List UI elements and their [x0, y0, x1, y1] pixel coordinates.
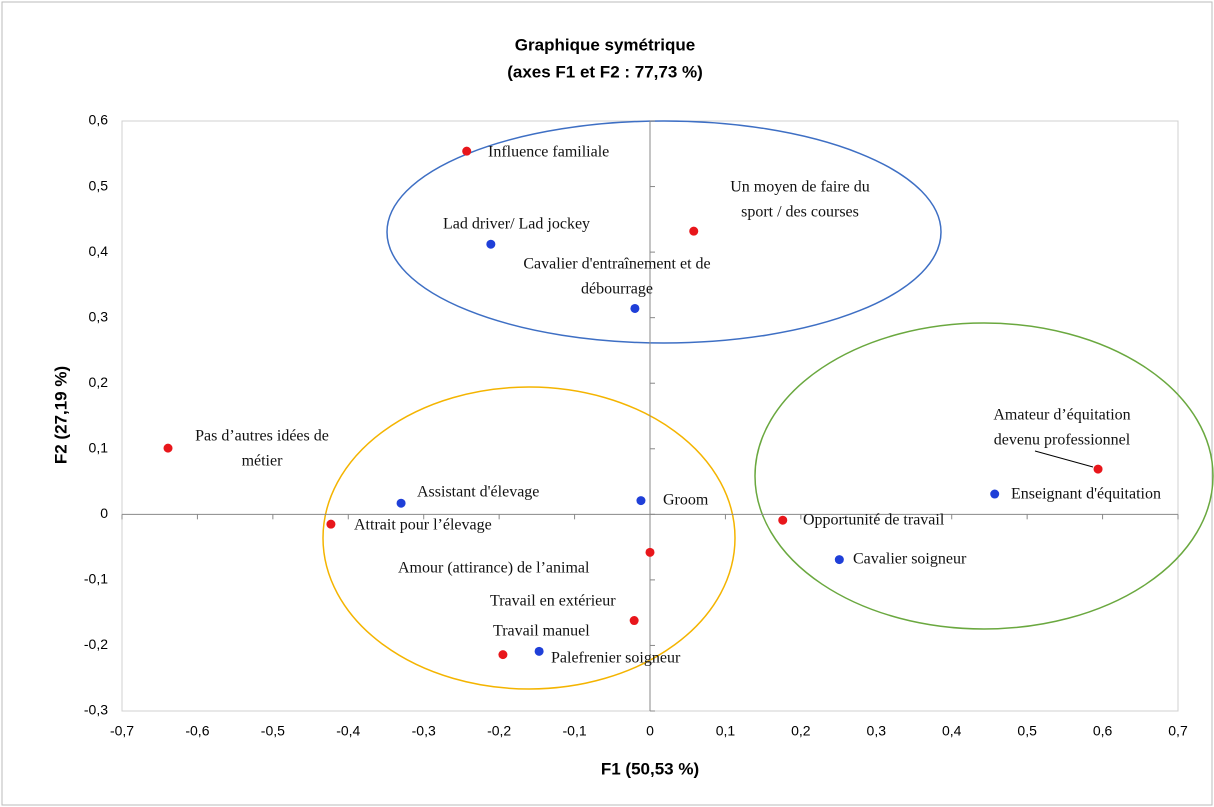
point	[498, 650, 508, 660]
point	[486, 239, 496, 249]
point-label: Un moyen de faire du	[730, 179, 870, 196]
point-label: Lad driver/ Lad jockey	[443, 216, 590, 233]
y-tick-label: 0,1	[89, 439, 109, 455]
point	[636, 496, 646, 506]
point-label: Cavalier d'entraînement et de	[523, 256, 710, 273]
x-tick-label: 0,3	[867, 723, 887, 739]
y-tick-label: 0,2	[89, 374, 109, 390]
point-label: Cavalier soigneur	[853, 551, 967, 568]
point	[629, 616, 639, 626]
x-tick-label: -0,7	[110, 723, 134, 739]
x-tick-label: 0,7	[1168, 723, 1188, 739]
point-label: Opportunité de travail	[803, 512, 945, 529]
point-label: métier	[242, 453, 284, 470]
chart-title: Graphique symétrique	[515, 35, 695, 54]
point-label: Travail en extérieur	[490, 593, 616, 610]
point-label: Travail manuel	[493, 623, 590, 640]
y-tick-label: 0	[100, 505, 108, 521]
cluster-ellipse	[754, 322, 1214, 630]
x-tick-label: -0,6	[185, 723, 209, 739]
y-tick-label: 0,5	[89, 177, 109, 193]
x-tick-label: 0,2	[791, 723, 811, 739]
point-label: Palefrenier soigneur	[551, 650, 681, 667]
point	[534, 646, 544, 656]
chart-subtitle: (axes F1 et F2 : 77,73 %)	[507, 62, 703, 81]
point	[645, 547, 655, 557]
point-label: Groom	[663, 492, 709, 509]
point-label: Attrait pour l’élevage	[354, 517, 492, 534]
cluster-ellipse	[322, 386, 736, 690]
x-tick-label: 0,1	[716, 723, 736, 739]
x-tick-label: -0,5	[261, 723, 285, 739]
point-label: devenu professionnel	[994, 432, 1131, 449]
point-label: Amateur d’équitation	[993, 407, 1130, 424]
x-tick-label: -0,2	[487, 723, 511, 739]
point	[778, 515, 788, 525]
x-tick-label: -0,4	[336, 723, 360, 739]
x-tick-label: 0,6	[1093, 723, 1113, 739]
point-label: débourrage	[581, 281, 653, 298]
y-tick-label: 0,3	[89, 308, 109, 324]
point-label: sport / des courses	[741, 204, 859, 221]
point	[689, 226, 699, 236]
point-label: Assistant d'élevage	[417, 484, 539, 501]
point	[630, 303, 640, 313]
point-label: Enseignant d'équitation	[1011, 486, 1161, 503]
x-tick-label: 0,4	[942, 723, 962, 739]
cluster-ellipse	[386, 120, 942, 344]
point	[396, 498, 406, 508]
point	[326, 519, 336, 529]
point	[163, 443, 173, 453]
y-tick-label: -0,3	[84, 702, 108, 718]
y-axis-label: F2 (27,19 %)	[51, 366, 70, 464]
point-label: Influence familiale	[488, 144, 609, 161]
x-tick-label: -0,1	[563, 723, 587, 739]
point	[990, 489, 1000, 499]
y-tick-label: -0,1	[84, 571, 108, 587]
x-tick-label: -0,3	[412, 723, 436, 739]
point-label: Amour (attirance) de l’animal	[398, 560, 590, 577]
x-axis-label: F1 (50,53 %)	[601, 759, 699, 778]
point	[462, 146, 472, 156]
y-tick-label: 0,4	[89, 243, 109, 259]
y-tick-label: 0,6	[89, 112, 109, 128]
point	[834, 555, 844, 565]
leader-line	[1034, 450, 1094, 468]
x-tick-label: 0,5	[1017, 723, 1037, 739]
point	[1093, 464, 1103, 474]
y-tick-label: -0,2	[84, 636, 108, 652]
point-label: Pas d’autres idées de	[195, 428, 329, 445]
x-tick-label: 0	[646, 723, 654, 739]
